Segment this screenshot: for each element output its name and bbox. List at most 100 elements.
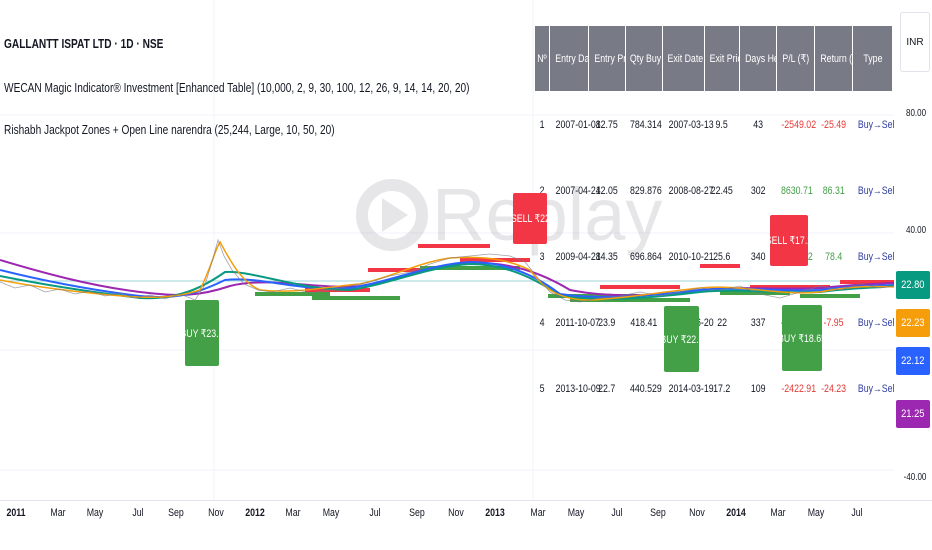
table-cell-days: 109: [750, 382, 766, 395]
currency-selector[interactable]: INR: [900, 12, 930, 72]
time-axis-label: Mar: [50, 507, 66, 519]
table-row: 5 2013-10-09 22.7 440.529 2014-03-19 17.2 109 -…: [535, 356, 896, 422]
table-cell-no: 5: [539, 382, 545, 395]
table-cell-ret: 86.31: [822, 184, 845, 197]
table-cell-exit-date: 2010-10-21: [668, 250, 714, 263]
time-axis-label: Sep: [168, 507, 184, 519]
time-axis-label: Mar: [770, 507, 786, 519]
table-cell-entry-date: 2009-04-28: [555, 250, 601, 263]
table-cell-exit-date: 2014-03-19: [668, 382, 714, 395]
table-cell-exit-price: 25.6: [713, 250, 731, 263]
table-cell-entry-date: 2011-10-07: [555, 316, 600, 329]
watermark-text: Replay: [432, 173, 662, 256]
col-header: P/L (₹): [776, 25, 815, 92]
col-header: Entry Price: [588, 25, 626, 92]
table-cell-no: 4: [539, 316, 545, 329]
price-chart[interactable]: Replay: [0, 0, 894, 500]
table-cell-no: 1: [539, 118, 545, 131]
time-axis-label: Nov: [448, 507, 464, 519]
table-cell-ret: -25.49: [821, 118, 846, 131]
table-cell-type: Buy→Sell: [857, 250, 896, 263]
table-cell-entry-date: 2007-04-24: [555, 184, 601, 197]
table-cell-days: 302: [750, 184, 766, 197]
table-cell-entry-date: 2007-01-08: [555, 118, 601, 131]
y-tick: -40.00: [903, 472, 926, 483]
grid: [0, 0, 894, 500]
table-row: 42011-10-0723.9418.412013-06-2022337-794…: [535, 290, 896, 356]
buy-signal-label: BUY ₹23.9: [180, 300, 224, 366]
table-cell-no: 3: [539, 250, 545, 263]
table-cell-exit-date: 2007-03-13: [668, 118, 714, 131]
indicator-legend-rishabh[interactable]: Rishabh Jackpot Zones + Open Line narend…: [4, 122, 335, 137]
table-cell-ret: -24.23: [821, 382, 846, 395]
time-axis[interactable]: 2011 Mar May Jul Sep Nov 2012 Mar May Jul Sep Nov 20…: [0, 500, 932, 550]
time-axis-label: 2013: [485, 507, 505, 519]
price-badge-orange: 22.23: [896, 309, 930, 337]
table-cell-entry-price: 14.35: [595, 250, 619, 263]
table-cell-type: Buy→Sell: [857, 118, 896, 131]
price-badge-blue: 22.12: [896, 347, 930, 375]
table-cell-entry-date: 2013-10-09: [555, 382, 601, 395]
table-row: 2 2007-04-24 12.05 829.876 2008-08-27 22.45 30…: [535, 158, 896, 224]
table-cell-type: Buy→Sell: [857, 316, 896, 329]
col-header: Entry Date: [549, 25, 589, 92]
trade-table: Nº Entry Date Entry Price Qty Buy Exit D…: [534, 25, 896, 422]
table-cell-ret: 78.4: [824, 250, 843, 263]
table-cell-exit-price: 17.2: [713, 382, 731, 395]
col-header: Qty Buy: [625, 25, 663, 92]
time-axis-label: Mar: [285, 507, 301, 519]
col-header: Exit Date: [662, 25, 705, 92]
sell-signal-label: SELL ₹17.2: [766, 215, 812, 266]
table-cell-exit-price: 22.45: [710, 184, 734, 197]
table-cell-qty: 440.529: [629, 382, 662, 395]
replay-watermark: Replay: [356, 173, 662, 256]
time-axis-label: 2011: [6, 507, 26, 519]
table-cell-entry-price: 23.9: [598, 316, 616, 329]
table-cell-pl: 8630.71: [780, 184, 813, 197]
col-header: Exit Price: [704, 25, 740, 92]
col-header: Type: [852, 25, 893, 92]
time-axis-label: Jul: [132, 507, 144, 519]
indicator-legend-wecan[interactable]: WECAN Magic Indicator® Investment [Enhan…: [4, 80, 470, 95]
table-cell-no: 2: [539, 184, 545, 197]
table-cell-days: 43: [753, 118, 763, 131]
table-cell-type: Buy→Sell: [857, 382, 896, 395]
y-tick: 40.00: [905, 225, 926, 236]
time-axis-label: Sep: [409, 507, 425, 519]
col-header: Days Held: [739, 25, 777, 92]
price-line: [0, 238, 894, 303]
table-cell-ret: -7.95: [823, 316, 844, 329]
time-axis-label: Jul: [851, 507, 863, 519]
time-axis-label: Nov: [689, 507, 705, 519]
table-cell-pl: -2422.91: [780, 382, 816, 395]
time-axis-label: Sep: [650, 507, 666, 519]
y-tick: 80.00: [905, 108, 926, 119]
table-cell-qty: 696.864: [629, 250, 662, 263]
table-cell-exit-price: 22: [717, 316, 727, 329]
table-cell-qty: 418.41: [630, 316, 658, 329]
col-header: Return (%): [814, 25, 853, 92]
time-axis-label: Jul: [611, 507, 623, 519]
buy-signal-label: BUY ₹22.7: [660, 306, 703, 372]
time-axis-label: Jul: [369, 507, 381, 519]
sell-signal-label: SELL ₹22: [510, 193, 550, 244]
time-axis-label: 2014: [726, 507, 746, 519]
table-cell-days: 337: [750, 316, 766, 329]
price-badge-green: 22.80: [896, 271, 930, 299]
table-cell-entry-price: 12.05: [595, 184, 619, 197]
price-scale[interactable]: 80.00 40.00 -40.00 22.80 22.23 22.12 21.…: [894, 0, 932, 500]
table-row: 1 2007-01-08 12.75 784.314 2007-03-13 9.5 43 -2…: [535, 92, 896, 158]
buy-signal-label: BUY ₹18.65: [778, 305, 826, 371]
time-axis-label: Nov: [208, 507, 224, 519]
time-axis-label: May: [322, 507, 340, 519]
price-badge-purple: 21.25: [896, 400, 930, 428]
table-row: 3 2009-04-28 14.35 696.864 2010-10-21 25.6 340…: [535, 224, 896, 290]
time-axis-label: May: [567, 507, 585, 519]
time-axis-label: 2012: [245, 507, 265, 519]
table-cell-exit-price: 9.5: [715, 118, 729, 131]
table-cell-type: Buy→Sell: [857, 184, 896, 197]
symbol-title[interactable]: GALLANTT ISPAT LTD · 1D · NSE: [4, 36, 164, 51]
table-cell-days: 340: [750, 250, 766, 263]
table-cell-pl: -2549.02: [780, 118, 816, 131]
